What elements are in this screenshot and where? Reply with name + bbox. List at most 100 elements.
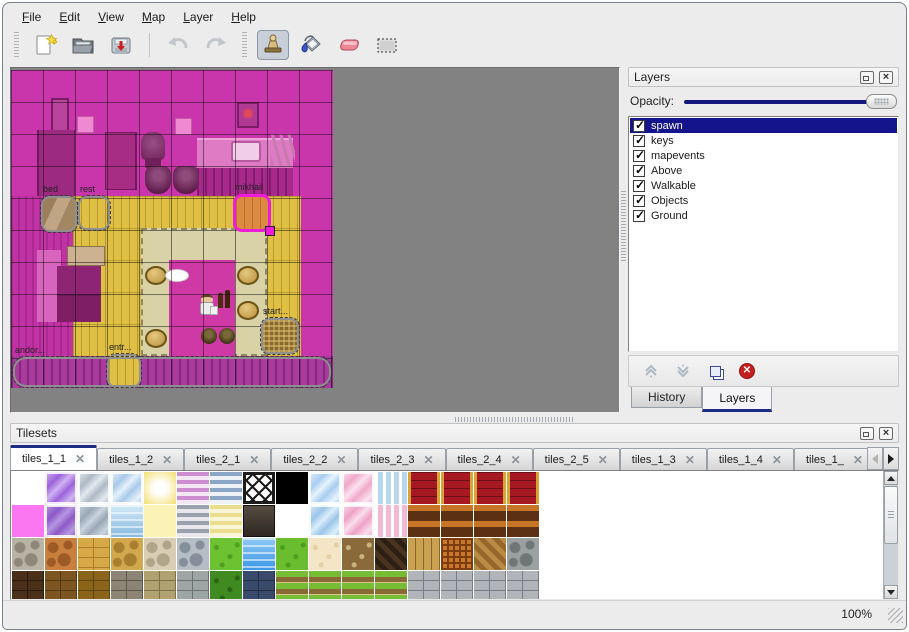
- tile-swatch[interactable]: [243, 571, 275, 599]
- tile-swatch[interactable]: [177, 538, 209, 570]
- layer-visibility-checkbox[interactable]: ✓: [633, 178, 645, 192]
- tile-swatch[interactable]: [12, 571, 44, 599]
- close-panel-button[interactable]: ×: [879, 70, 893, 84]
- close-tab-icon[interactable]: ✕: [336, 452, 347, 467]
- close-tab-icon[interactable]: ✕: [771, 452, 782, 467]
- tile-swatch[interactable]: [342, 472, 374, 504]
- layer-visibility-checkbox[interactable]: ✓: [633, 148, 645, 162]
- menu-view[interactable]: View: [98, 10, 124, 24]
- tile-swatch[interactable]: [177, 505, 209, 537]
- tile-swatch[interactable]: [45, 472, 77, 504]
- tile-swatch[interactable]: [375, 505, 407, 537]
- tile-swatch[interactable]: [441, 538, 473, 570]
- tile-swatch[interactable]: [78, 472, 110, 504]
- tile-swatch[interactable]: [276, 472, 308, 504]
- float-panel-button[interactable]: [860, 426, 874, 440]
- tile-swatch[interactable]: [441, 571, 473, 599]
- redo-button[interactable]: [200, 30, 232, 60]
- layer-row-Walkable[interactable]: ✓ Walkable: [630, 178, 897, 193]
- map-view[interactable]: bed rest mikhail start... entr... andor...: [10, 67, 620, 413]
- layer-row-mapevents[interactable]: ✓ mapevents: [630, 148, 897, 163]
- layer-row-Above[interactable]: ✓ Above: [630, 163, 897, 178]
- tile-swatch[interactable]: [276, 538, 308, 570]
- layer-row-Ground[interactable]: ✓ Ground: [630, 208, 897, 223]
- tile-swatch[interactable]: [342, 538, 374, 570]
- tile-swatch[interactable]: [45, 538, 77, 570]
- tile-swatch[interactable]: [210, 571, 242, 599]
- layer-visibility-checkbox[interactable]: ✓: [633, 133, 645, 147]
- close-tab-icon[interactable]: ✕: [684, 452, 695, 467]
- save-button[interactable]: [105, 30, 137, 60]
- toolbar-drag-handle-2[interactable]: [242, 32, 247, 58]
- tile-swatch[interactable]: [342, 571, 374, 599]
- tile-swatch[interactable]: [441, 472, 473, 504]
- opacity-slider-track[interactable]: [684, 99, 893, 104]
- close-tab-icon[interactable]: ✕: [597, 452, 608, 467]
- tile-swatch[interactable]: [177, 472, 209, 504]
- tab-history[interactable]: History: [631, 387, 703, 408]
- tile-swatch[interactable]: [144, 472, 176, 504]
- tile-swatch[interactable]: [111, 505, 143, 537]
- tileset-tab-tiles_2_1[interactable]: tiles_2_1 ✕: [184, 448, 272, 470]
- opacity-slider-handle[interactable]: [866, 93, 897, 109]
- tile-swatch[interactable]: [441, 505, 473, 537]
- vertical-splitter[interactable]: [620, 63, 628, 415]
- toolbar-drag-handle[interactable]: [14, 32, 19, 58]
- close-panel-button[interactable]: ×: [879, 426, 893, 440]
- tile-swatch[interactable]: [309, 472, 341, 504]
- layer-visibility-checkbox[interactable]: ✓: [633, 163, 645, 177]
- duplicate-layer-button[interactable]: [705, 361, 725, 381]
- map-object-rest[interactable]: [77, 195, 111, 231]
- menu-help[interactable]: Help: [231, 10, 256, 24]
- tileset-view[interactable]: [10, 470, 899, 600]
- tile-swatch[interactable]: [111, 472, 143, 504]
- map-object-mikhail[interactable]: [233, 194, 275, 236]
- menu-edit[interactable]: Edit: [59, 10, 81, 24]
- tileset-tab-tiles_1_[interactable]: tiles_1_ ✕: [793, 448, 875, 470]
- tile-swatch[interactable]: [12, 505, 44, 537]
- tab-scroll-left-button[interactable]: [867, 447, 883, 470]
- tile-swatch[interactable]: [276, 505, 308, 537]
- close-tab-icon[interactable]: ✕: [75, 452, 86, 466]
- tileset-scrollbar[interactable]: [883, 471, 898, 599]
- tile-swatch[interactable]: [210, 505, 242, 537]
- tile-swatch[interactable]: [12, 472, 44, 504]
- eraser-button[interactable]: [333, 30, 365, 60]
- close-tab-icon[interactable]: ✕: [162, 452, 173, 467]
- menu-map[interactable]: Map: [141, 10, 166, 24]
- scroll-up-button[interactable]: [884, 471, 898, 485]
- layer-visibility-checkbox[interactable]: ✓: [633, 193, 645, 207]
- tile-swatch[interactable]: [309, 538, 341, 570]
- tile-swatch[interactable]: [243, 472, 275, 504]
- menu-layer[interactable]: Layer: [183, 10, 214, 24]
- tile-swatch[interactable]: [45, 505, 77, 537]
- close-tab-icon[interactable]: ✕: [510, 452, 521, 467]
- tile-swatch[interactable]: [375, 472, 407, 504]
- tile-swatch[interactable]: [78, 505, 110, 537]
- tile-swatch[interactable]: [507, 505, 539, 537]
- tile-swatch[interactable]: [111, 538, 143, 570]
- layer-list[interactable]: ✓ spawn ✓ keys ✓ mapevents ✓ Above ✓ Walkable ✓ Obj…: [628, 116, 899, 352]
- layer-row-Objects[interactable]: ✓ Objects: [630, 193, 897, 208]
- tile-swatch[interactable]: [408, 505, 440, 537]
- map-object-bed[interactable]: [40, 195, 78, 233]
- tile-swatch[interactable]: [507, 538, 539, 570]
- bucket-fill-button[interactable]: [295, 30, 327, 60]
- tile-swatch[interactable]: [210, 538, 242, 570]
- tile-swatch[interactable]: [276, 571, 308, 599]
- tile-swatch[interactable]: [144, 571, 176, 599]
- tile-swatch[interactable]: [309, 505, 341, 537]
- tile-swatch[interactable]: [243, 538, 275, 570]
- float-panel-button[interactable]: [860, 70, 874, 84]
- close-tab-icon[interactable]: ✕: [249, 452, 260, 467]
- resize-grip[interactable]: [888, 608, 903, 623]
- tab-scroll-right-button[interactable]: [883, 447, 899, 470]
- tile-swatch[interactable]: [507, 571, 539, 599]
- layer-row-keys[interactable]: ✓ keys: [630, 133, 897, 148]
- tile-swatch[interactable]: [408, 571, 440, 599]
- tileset-tab-tiles_1_1[interactable]: tiles_1_1 ✕: [10, 445, 98, 470]
- new-map-button[interactable]: [29, 30, 61, 60]
- tile-swatch[interactable]: [342, 505, 374, 537]
- object-resize-handle[interactable]: [265, 226, 275, 236]
- tileset-tab-tiles_1_3[interactable]: tiles_1_3 ✕: [619, 448, 707, 470]
